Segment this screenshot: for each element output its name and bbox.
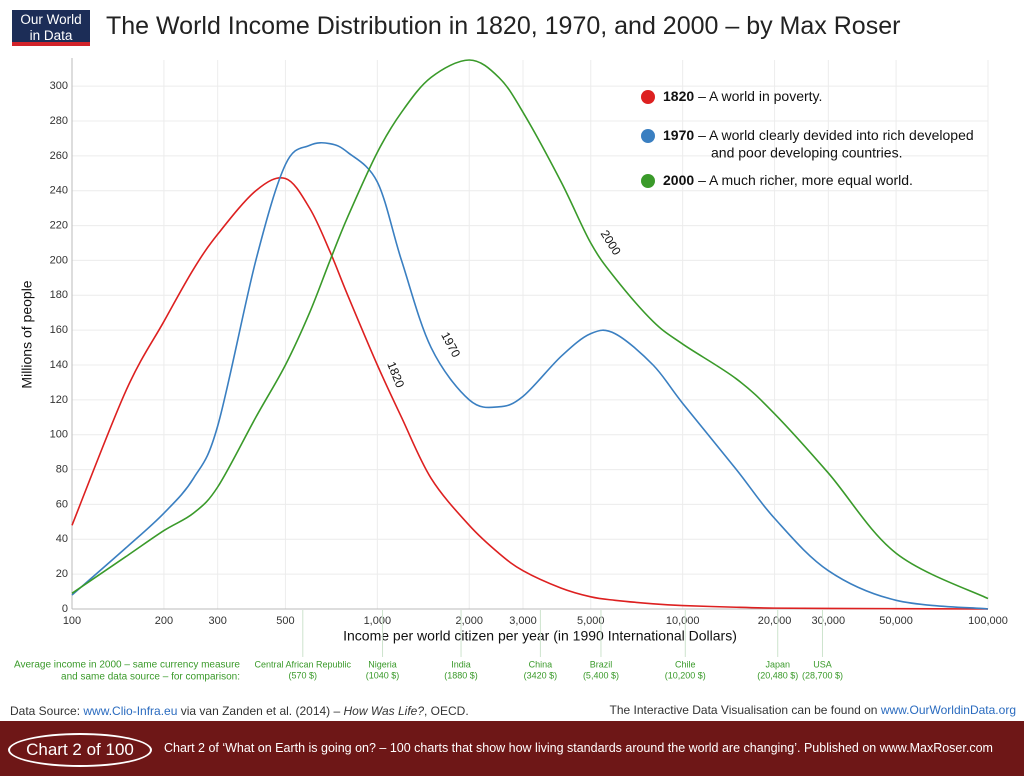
link[interactable]: www.OurWorldinData.org [880, 703, 1016, 717]
comparison-name: USA [813, 659, 832, 669]
y-tick-label: 120 [50, 394, 68, 406]
comparison-name: China [529, 659, 553, 669]
legend-description: – A world in poverty. [698, 88, 822, 104]
comparison-value: (3420 $) [524, 670, 558, 680]
y-tick-label: 260 [50, 150, 68, 162]
text: via van Zanden et al. (2014) – [177, 704, 344, 718]
logo: Our World in Data [12, 10, 90, 46]
x-tick-label: 1,000 [364, 615, 392, 627]
text: , OECD. [424, 704, 469, 718]
comparison-title: and same data source – for comparison: [61, 672, 240, 683]
legend-description: and poor developing countries. [711, 145, 902, 161]
x-tick-label: 100,000 [968, 615, 1008, 627]
comparison-value: (10,200 $) [665, 670, 706, 680]
line-label: 1970 [438, 330, 463, 360]
legend-marker [641, 174, 655, 188]
comparison-name: Brazil [590, 659, 613, 669]
comparison-title: Average income in 2000 – same currency m… [14, 660, 240, 671]
x-tick-label: 3,000 [509, 615, 537, 627]
y-tick-label: 220 [50, 219, 68, 231]
legend-marker [641, 90, 655, 104]
comparison-value: (5,400 $) [583, 670, 619, 680]
comparison-name: Central African Republic [255, 659, 352, 669]
logo-line: Our World [20, 12, 82, 27]
data-source: Data Source: www.Clio-Infra.eu via van Z… [10, 704, 469, 718]
comparison-value: (20,480 $) [757, 670, 798, 680]
line-label: 2000 [598, 228, 624, 258]
chart-number: Chart 2 of 100 [8, 733, 152, 767]
legend-marker [641, 129, 655, 143]
interactive-note: The Interactive Data Visualisation can b… [610, 703, 1016, 717]
legend-name: 1820 [663, 88, 694, 104]
x-tick-label: 500 [276, 615, 294, 627]
logo-line: in Data [29, 28, 73, 43]
line [71, 177, 989, 610]
comparison-value: (570 $) [289, 670, 318, 680]
comparison-name: Nigeria [368, 659, 397, 669]
x-tick-label: 50,000 [879, 615, 913, 627]
text: The Interactive Data Visualisation can b… [609, 703, 881, 717]
chart: 0 20 40 60 80 100 120 140 160 180 200 220 240 260 280 3… [14, 58, 1008, 683]
comparison-name: India [451, 659, 471, 669]
x-tick-label: 2,000 [455, 615, 483, 627]
x-tick-label: 300 [209, 615, 227, 627]
legend-description: – A much richer, more equal world. [698, 172, 913, 188]
y-tick-label: 240 [50, 185, 68, 197]
y-tick-label: 40 [56, 533, 68, 545]
y-tick-label: 280 [50, 115, 68, 127]
text: How Was Life? [343, 704, 424, 718]
legend-name: 2000 [663, 172, 694, 188]
comparison-name: Chile [675, 659, 696, 669]
x-tick-label: 100 [63, 615, 81, 627]
footer-bar [0, 721, 1024, 776]
legend-description: – A world clearly devided into rich deve… [698, 127, 974, 143]
y-tick-label: 300 [50, 80, 68, 92]
legend-label: 1820– A world in poverty. [663, 88, 822, 104]
legend-name: 1970 [663, 127, 694, 143]
link[interactable]: www.Clio-Infra.eu [83, 704, 178, 718]
x-tick-label: 20,000 [758, 615, 792, 627]
y-tick-label: 160 [50, 324, 68, 336]
comparison-name: Japan [765, 659, 790, 669]
text: Data Source: [10, 704, 84, 718]
title: The World Income Distribution in 1820, 1… [106, 12, 901, 40]
line [71, 141, 989, 610]
x-tick-label: 30,000 [812, 615, 846, 627]
y-tick-label: 60 [56, 498, 68, 510]
footer-note: Chart 2 of ‘What on Earth is going on? –… [164, 741, 993, 755]
comparison-value: (28,700 $) [802, 670, 843, 680]
legend-label: 1970– A world clearly devided into rich … [663, 127, 974, 143]
y-tick-label: 80 [56, 463, 68, 475]
legend-label: 2000– A much richer, more equal world. [663, 172, 913, 188]
y-tick-label: 100 [50, 429, 68, 441]
comparison-value: (1040 $) [366, 670, 400, 680]
line-label: 1820 [384, 360, 407, 390]
y-tick-label: 20 [56, 568, 68, 580]
x-tick-label: 10,000 [666, 615, 700, 627]
y-tick-label: 0 [62, 603, 68, 615]
y-tick-label: 140 [50, 359, 68, 371]
line [71, 59, 989, 600]
y-tick-label: 200 [50, 254, 68, 266]
x-tick-label: 200 [155, 615, 173, 627]
x-tick-label: 5,000 [577, 615, 605, 627]
y-axis-label: Millions of people [19, 280, 35, 388]
y-tick-label: 180 [50, 289, 68, 301]
comparison-value: (1880 $) [444, 670, 478, 680]
